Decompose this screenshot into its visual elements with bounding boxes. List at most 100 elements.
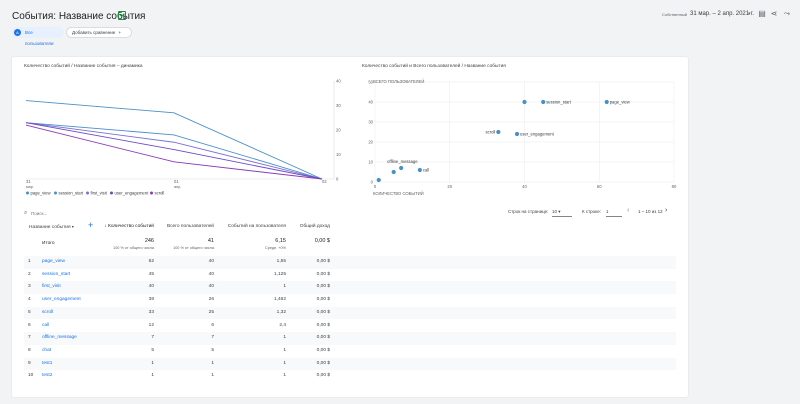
total-events: 246 xyxy=(144,238,154,244)
header-event-name[interactable]: Название события ▾ xyxy=(29,224,74,230)
total-per-user-note: Средн. +0% xyxy=(264,246,286,250)
check-icon[interactable] xyxy=(118,11,126,20)
series-line-first_visit[interactable] xyxy=(25,122,323,180)
row-total-revenue: 0,00 $ xyxy=(316,373,330,379)
row-total-revenue: 0,00 $ xyxy=(316,284,330,290)
row-total-revenue: 0,00 $ xyxy=(316,347,330,353)
date-range-label: Собственный xyxy=(662,12,688,17)
x-tick-label: 80 xyxy=(672,184,677,189)
scatter-point-label: session_start xyxy=(546,100,572,105)
scatter-point-label: page_view xyxy=(610,100,631,105)
row-index: 2 xyxy=(28,271,31,277)
scatter-chart-title: Количество событий и Всего пользователей… xyxy=(362,64,506,69)
scatter-point[interactable] xyxy=(376,177,381,183)
legend-swatch xyxy=(86,191,89,195)
all-users-chip[interactable]: A Все пользователи xyxy=(12,27,64,46)
row-index: 8 xyxy=(28,347,31,353)
row-event-name[interactable]: user_engagement xyxy=(42,297,81,303)
table-row[interactable]: 7 offline_message 7 7 1 0,00 $ xyxy=(24,332,676,345)
table-row[interactable]: 6 call 12 6 2,4 0,00 $ xyxy=(24,320,676,333)
row-event-name[interactable]: call xyxy=(42,322,50,328)
row-index: 10 xyxy=(28,373,34,379)
next-page-button[interactable]: › xyxy=(665,207,668,214)
scatter-point[interactable] xyxy=(399,165,404,171)
y-tick-label: 20 xyxy=(336,128,341,133)
row-event-name[interactable]: test2 xyxy=(42,373,53,379)
table-row[interactable]: 2 session_start 45 40 1,125 0,00 $ xyxy=(24,269,676,282)
row-index: 6 xyxy=(28,322,31,328)
header-total-revenue[interactable]: Общий доход xyxy=(299,224,330,229)
scatter-point[interactable] xyxy=(514,131,520,137)
total-users-share: 100 % от общего числа xyxy=(173,246,214,250)
page-range: 1 – 10 из 12 xyxy=(638,209,663,214)
top-bar: События: Название события Собственный 31… xyxy=(0,0,800,28)
row-index: 7 xyxy=(28,335,31,341)
legend-swatch xyxy=(110,191,113,195)
table-row[interactable]: 1 page_view 62 40 1,55 0,00 $ xyxy=(24,256,676,269)
table-row[interactable]: 9 test1 1 1 1 0,00 $ xyxy=(24,357,676,371)
table-row[interactable]: 10 test2 1 1 1 0,00 $ xyxy=(24,370,676,383)
chevron-down-icon[interactable]: ▾ xyxy=(748,11,751,17)
scatter-point[interactable] xyxy=(391,169,396,175)
row-events-per-user: 1 xyxy=(283,335,286,341)
table-row[interactable]: 4 user_engagement 38 26 1,462 0,00 $ xyxy=(24,294,676,307)
search-input[interactable] xyxy=(31,208,91,218)
table-row[interactable]: 5 scroll 33 25 1,32 0,00 $ xyxy=(24,306,676,320)
scatter-point[interactable] xyxy=(417,167,422,173)
row-total-users: 1 xyxy=(211,360,214,366)
page-title: События: Название события xyxy=(12,11,146,22)
row-event-name[interactable]: chat xyxy=(42,347,52,353)
prev-page-button[interactable]: ‹ xyxy=(627,207,630,214)
rows-per-page-select[interactable]: 10 ▾ xyxy=(552,207,572,217)
add-comparison-button[interactable]: Добавить сравнение + xyxy=(66,27,132,38)
total-revenue: 0,00 $ xyxy=(314,238,330,244)
row-total-revenue: 0,00 $ xyxy=(316,335,330,341)
row-events-per-user: 1 xyxy=(283,284,286,290)
row-event-name[interactable]: session_start xyxy=(42,271,71,277)
row-total-revenue: 0,00 $ xyxy=(316,259,330,264)
series-line-scroll[interactable] xyxy=(25,124,323,180)
total-per-user: 6,15 xyxy=(275,238,286,244)
scatter-x-axis-label: КОЛИЧЕСТВО СОБЫТИЙ xyxy=(373,191,424,196)
row-event-name[interactable]: first_visit xyxy=(42,284,61,290)
insights-icon[interactable]: ⤳ xyxy=(783,9,791,18)
header-total-users[interactable]: Всего пользователей xyxy=(166,224,214,229)
row-total-users: 40 xyxy=(208,259,214,264)
y-tick-label: 20 xyxy=(368,140,373,145)
goto-row-input[interactable]: 1 xyxy=(606,207,622,217)
series-line-page_view[interactable] xyxy=(25,100,323,180)
x-tick-month: апр. xyxy=(174,185,181,189)
header-event-count[interactable]: ↓ Количество событий xyxy=(104,224,154,229)
all-users-label: Все пользователи xyxy=(25,30,54,46)
date-range-picker[interactable]: 31 мар. – 2 апр. 2021 г. xyxy=(690,11,754,17)
row-events-per-user: 1,32 xyxy=(276,309,286,315)
row-event-name[interactable]: test1 xyxy=(42,360,53,366)
legend-swatch xyxy=(150,191,153,195)
row-events-per-user: 1 xyxy=(283,373,286,379)
scatter-point[interactable] xyxy=(604,99,609,105)
row-total-revenue: 0,00 $ xyxy=(316,271,330,277)
table-row[interactable]: 8 chat 5 5 1 0,00 $ xyxy=(24,345,676,358)
scatter-point[interactable] xyxy=(522,99,527,105)
add-comparison-label: Добавить сравнение xyxy=(72,30,116,35)
scatter-chart: page_view session_start user_engagement scr… xyxy=(368,79,677,196)
series-line-session_start[interactable] xyxy=(25,122,323,180)
row-event-name[interactable]: page_view xyxy=(42,259,65,264)
legend-label: session_start xyxy=(59,191,85,196)
scatter-point[interactable] xyxy=(541,99,546,105)
header-events-per-user[interactable]: Событий на пользователя xyxy=(227,224,286,229)
scatter-y-axis-label: ВСЕГО ПОЛЬЗОВАТЕЛЕЙ xyxy=(373,79,424,84)
table-row[interactable]: 3 first_visit 40 40 1 0,00 $ xyxy=(24,281,676,295)
plus-icon[interactable]: + xyxy=(88,220,94,230)
series-line-user_engagement[interactable] xyxy=(25,122,323,180)
row-event-name[interactable]: scroll xyxy=(42,309,54,315)
report-icon[interactable]: ▤ xyxy=(758,9,766,18)
rows-per-page-value: 10 xyxy=(552,209,558,214)
share-icon[interactable]: ⋖ xyxy=(770,9,778,18)
y-tick-label: 40 xyxy=(336,79,341,84)
row-event-name[interactable]: offline_message xyxy=(42,335,77,341)
row-index: 5 xyxy=(28,309,31,315)
scatter-point[interactable] xyxy=(496,129,501,135)
y-tick-label: 10 xyxy=(336,152,341,157)
